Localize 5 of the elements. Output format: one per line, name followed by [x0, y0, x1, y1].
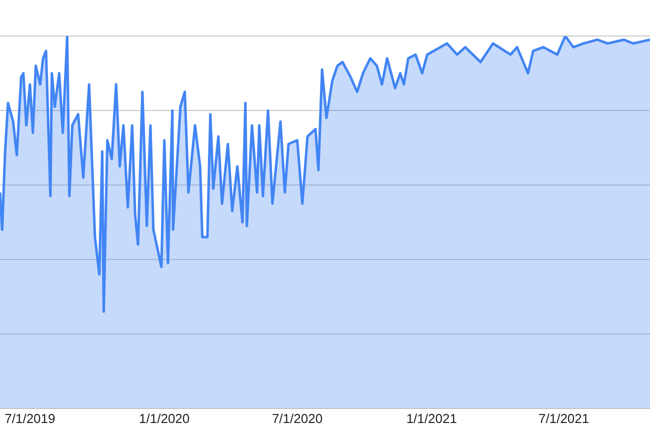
x-tick-label: 1/1/2021 [406, 410, 457, 426]
x-tick-label: 7/1/2019 [4, 410, 56, 426]
x-tick-label: 1/1/2020 [139, 410, 190, 426]
x-tick-label: 7/1/2020 [272, 410, 323, 426]
x-tick-label: 7/1/2021 [538, 410, 590, 426]
